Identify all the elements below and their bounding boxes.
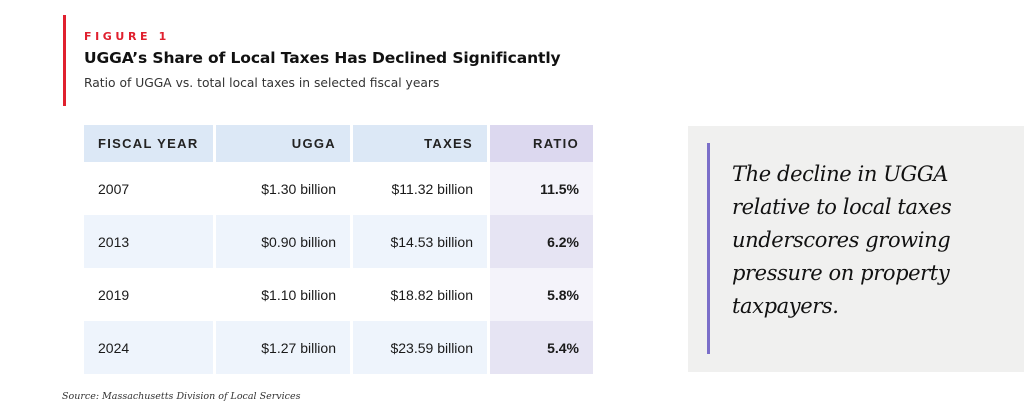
cell-taxes: $14.53 billion xyxy=(353,215,487,268)
table-header-row: FISCAL YEAR UGGA TAXES RATIO xyxy=(84,125,593,162)
callout-text: The decline in UGGA relative to local ta… xyxy=(732,162,952,318)
cell-ratio: 6.2% xyxy=(490,215,593,268)
figure-subtitle: Ratio of UGGA vs. total local taxes in s… xyxy=(84,76,440,90)
cell-ugga: $1.30 billion xyxy=(216,162,350,215)
figure-accent-bar xyxy=(63,15,66,106)
header-taxes: TAXES xyxy=(353,125,487,162)
callout-accent-bar xyxy=(707,143,710,354)
cell-year: 2007 xyxy=(84,162,213,215)
header-fiscal-year: FISCAL YEAR xyxy=(84,125,213,162)
cell-taxes: $23.59 billion xyxy=(353,321,487,374)
cell-ratio: 5.4% xyxy=(490,321,593,374)
cell-ugga: $1.27 billion xyxy=(216,321,350,374)
cell-year: 2019 xyxy=(84,268,213,321)
figure-label: FIGURE 1 xyxy=(84,30,170,43)
cell-ratio: 5.8% xyxy=(490,268,593,321)
cell-year: 2024 xyxy=(84,321,213,374)
callout-box: The decline in UGGA relative to local ta… xyxy=(688,126,1024,372)
source-note: Source: Massachusetts Division of Local … xyxy=(62,391,301,402)
table-row: 2019 $1.10 billion $18.82 billion 5.8% xyxy=(84,268,593,321)
cell-year: 2013 xyxy=(84,215,213,268)
cell-taxes: $18.82 billion xyxy=(353,268,487,321)
data-table: FISCAL YEAR UGGA TAXES RATIO 2007 $1.30 … xyxy=(81,125,596,374)
figure-title: UGGA’s Share of Local Taxes Has Declined… xyxy=(84,49,561,67)
header-ugga: UGGA xyxy=(216,125,350,162)
cell-ratio: 11.5% xyxy=(490,162,593,215)
cell-taxes: $11.32 billion xyxy=(353,162,487,215)
table-row: 2024 $1.27 billion $23.59 billion 5.4% xyxy=(84,321,593,374)
cell-ugga: $0.90 billion xyxy=(216,215,350,268)
table-row: 2007 $1.30 billion $11.32 billion 11.5% xyxy=(84,162,593,215)
table-row: 2013 $0.90 billion $14.53 billion 6.2% xyxy=(84,215,593,268)
header-ratio: RATIO xyxy=(490,125,593,162)
cell-ugga: $1.10 billion xyxy=(216,268,350,321)
